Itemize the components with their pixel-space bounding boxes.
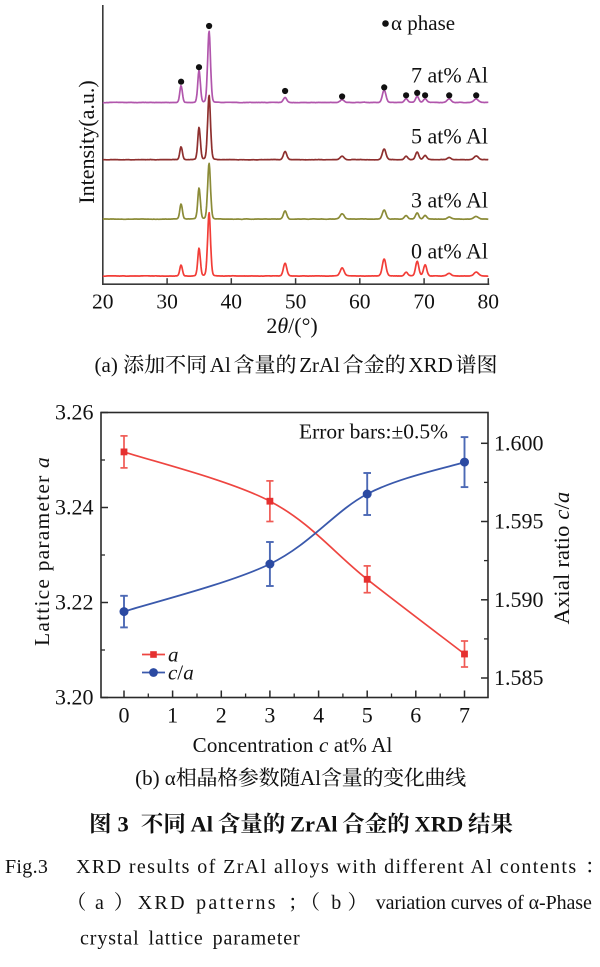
svg-text:20: 20 — [92, 290, 114, 314]
svg-text:α: α — [165, 766, 176, 790]
svg-text:7 at% Al: 7 at% Al — [411, 62, 488, 87]
svg-text:1.585: 1.585 — [494, 665, 544, 690]
svg-text:Axial ratio c/a: Axial ratio c/a — [549, 492, 574, 625]
svg-text:a: a — [168, 643, 179, 667]
svg-text:0 at% Al: 0 at% Al — [411, 238, 488, 263]
svg-text:5: 5 — [362, 703, 373, 728]
svg-text:4: 4 — [313, 703, 324, 728]
svg-text:30: 30 — [156, 290, 178, 314]
svg-text:60: 60 — [349, 290, 371, 314]
svg-text:1.600: 1.600 — [494, 431, 544, 456]
svg-text:(b): (b) — [135, 766, 160, 790]
svg-text:ZrAl: ZrAl — [299, 353, 340, 377]
svg-text:50: 50 — [285, 290, 307, 314]
svg-text:80: 80 — [478, 290, 500, 314]
svg-text:a: a — [183, 661, 194, 685]
svg-text:XRD: XRD — [415, 812, 464, 837]
svg-text:Intensity(a.u.): Intensity(a.u.) — [74, 80, 99, 203]
svg-text:5 at% Al: 5 at% Al — [411, 124, 488, 149]
svg-text:6: 6 — [410, 703, 421, 728]
svg-text:2θ/(°): 2θ/(°) — [266, 313, 317, 338]
svg-text:3: 3 — [264, 703, 275, 728]
svg-text:2: 2 — [216, 703, 227, 728]
svg-text:Al: Al — [191, 812, 214, 837]
svg-text:1.595: 1.595 — [494, 509, 544, 534]
svg-text:3.22: 3.22 — [55, 590, 94, 615]
svg-text:XRD patterns: XRD patterns — [138, 892, 278, 914]
svg-text:(a): (a) — [95, 353, 118, 377]
svg-text:3.26: 3.26 — [55, 400, 94, 425]
svg-text:crystal lattice parameter: crystal lattice parameter — [80, 928, 301, 950]
svg-text:Concentration c at% Al: Concentration c at% Al — [193, 733, 393, 757]
svg-text:7: 7 — [459, 703, 470, 728]
svg-text:3.24: 3.24 — [55, 495, 94, 520]
svg-text:c: c — [168, 661, 178, 685]
svg-text:3.20: 3.20 — [55, 685, 94, 710]
svg-text:Lattice parameter a: Lattice parameter a — [30, 456, 54, 646]
svg-text:XRD results of ZrAl alloys wit: XRD results of ZrAl alloys with differen… — [76, 856, 578, 878]
svg-text:1: 1 — [167, 703, 178, 728]
svg-text:0: 0 — [119, 703, 130, 728]
svg-text:ZrAl: ZrAl — [290, 812, 338, 837]
svg-text:Error bars:±0.5%: Error bars:±0.5% — [299, 420, 448, 444]
svg-text:α phase: α phase — [391, 11, 455, 35]
svg-text:b: b — [331, 892, 341, 914]
svg-text:XRD: XRD — [408, 353, 452, 377]
svg-text:variation curves of α-Phase: variation curves of α-Phase — [376, 892, 592, 914]
svg-text:Al: Al — [210, 353, 231, 377]
svg-text:3 at% Al: 3 at% Al — [411, 187, 488, 212]
svg-text:70: 70 — [413, 290, 435, 314]
svg-text:3: 3 — [118, 812, 129, 837]
svg-text:40: 40 — [221, 290, 243, 314]
svg-text:a: a — [95, 892, 104, 914]
svg-text:Fig.3: Fig.3 — [5, 856, 48, 878]
svg-text:/: / — [177, 661, 183, 685]
svg-text:Al: Al — [300, 766, 321, 790]
svg-text:1.590: 1.590 — [494, 587, 544, 612]
